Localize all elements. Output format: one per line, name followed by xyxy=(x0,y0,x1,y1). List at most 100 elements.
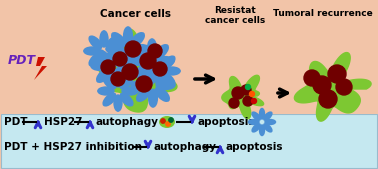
Circle shape xyxy=(336,79,352,95)
Text: HSP27: HSP27 xyxy=(44,117,82,127)
Ellipse shape xyxy=(115,49,130,64)
Ellipse shape xyxy=(130,80,149,90)
Ellipse shape xyxy=(123,26,133,45)
Ellipse shape xyxy=(148,89,158,108)
Bar xyxy=(0,0,378,114)
Ellipse shape xyxy=(111,32,126,47)
Ellipse shape xyxy=(136,68,151,83)
Ellipse shape xyxy=(132,44,151,54)
Ellipse shape xyxy=(129,56,149,66)
Ellipse shape xyxy=(113,94,123,112)
Ellipse shape xyxy=(108,43,118,62)
Circle shape xyxy=(243,96,253,106)
Circle shape xyxy=(125,41,141,57)
Ellipse shape xyxy=(144,55,158,69)
Ellipse shape xyxy=(259,108,265,120)
Ellipse shape xyxy=(99,54,109,72)
Ellipse shape xyxy=(156,80,176,90)
Ellipse shape xyxy=(264,119,276,125)
Ellipse shape xyxy=(130,51,145,66)
Circle shape xyxy=(153,62,167,76)
Ellipse shape xyxy=(155,87,170,102)
Ellipse shape xyxy=(119,75,133,90)
Ellipse shape xyxy=(99,30,109,48)
Ellipse shape xyxy=(148,62,158,81)
Text: autophagy: autophagy xyxy=(154,142,217,152)
Ellipse shape xyxy=(153,63,169,78)
Bar xyxy=(1,114,377,168)
Text: autophagy: autophagy xyxy=(96,117,159,127)
Ellipse shape xyxy=(263,123,273,133)
Ellipse shape xyxy=(155,74,165,92)
Text: PDT: PDT xyxy=(4,117,28,127)
Ellipse shape xyxy=(135,44,150,59)
Ellipse shape xyxy=(161,55,176,69)
Ellipse shape xyxy=(251,111,261,121)
Ellipse shape xyxy=(163,66,181,76)
Ellipse shape xyxy=(107,46,125,56)
Ellipse shape xyxy=(259,124,265,136)
Circle shape xyxy=(113,52,127,66)
Ellipse shape xyxy=(88,35,102,50)
Ellipse shape xyxy=(161,73,176,87)
Circle shape xyxy=(169,118,173,122)
Circle shape xyxy=(319,90,337,108)
Polygon shape xyxy=(222,75,263,119)
Ellipse shape xyxy=(108,70,118,89)
Polygon shape xyxy=(34,57,47,80)
Text: apoptosis: apoptosis xyxy=(226,142,284,152)
Ellipse shape xyxy=(155,68,170,83)
Circle shape xyxy=(251,99,257,103)
Ellipse shape xyxy=(159,116,175,128)
Ellipse shape xyxy=(135,63,150,78)
Text: apoptosis: apoptosis xyxy=(198,117,256,127)
Circle shape xyxy=(232,87,244,99)
Circle shape xyxy=(148,44,162,58)
Ellipse shape xyxy=(130,32,145,47)
Ellipse shape xyxy=(116,61,136,71)
Circle shape xyxy=(249,91,254,96)
Circle shape xyxy=(166,122,170,126)
Ellipse shape xyxy=(248,119,260,125)
Ellipse shape xyxy=(96,49,112,64)
Text: PDT + HSP27 inhibition: PDT + HSP27 inhibition xyxy=(4,142,142,152)
Text: Resistat
cancer cells: Resistat cancer cells xyxy=(205,6,265,25)
Ellipse shape xyxy=(105,35,119,50)
Ellipse shape xyxy=(119,92,133,107)
Polygon shape xyxy=(98,29,177,112)
Ellipse shape xyxy=(83,46,101,56)
Ellipse shape xyxy=(123,53,133,72)
Ellipse shape xyxy=(113,70,123,88)
Circle shape xyxy=(161,119,165,123)
Ellipse shape xyxy=(147,38,157,57)
Circle shape xyxy=(101,60,115,74)
Ellipse shape xyxy=(105,53,119,67)
Circle shape xyxy=(328,65,346,83)
Circle shape xyxy=(304,70,320,86)
Polygon shape xyxy=(294,53,371,121)
Ellipse shape xyxy=(102,92,116,107)
Ellipse shape xyxy=(136,87,151,102)
Ellipse shape xyxy=(88,53,102,67)
Ellipse shape xyxy=(263,111,273,121)
Ellipse shape xyxy=(105,44,124,54)
Ellipse shape xyxy=(121,86,139,96)
Ellipse shape xyxy=(147,65,157,84)
Circle shape xyxy=(122,64,138,80)
Ellipse shape xyxy=(96,68,112,83)
Circle shape xyxy=(313,76,331,94)
Ellipse shape xyxy=(251,123,261,133)
Circle shape xyxy=(136,76,152,92)
Ellipse shape xyxy=(156,56,175,66)
Circle shape xyxy=(111,72,125,86)
Text: Tumoral recurrence: Tumoral recurrence xyxy=(273,9,373,18)
Text: PDT: PDT xyxy=(8,54,36,67)
Ellipse shape xyxy=(155,50,165,68)
Ellipse shape xyxy=(144,73,158,87)
Ellipse shape xyxy=(90,61,109,71)
Circle shape xyxy=(229,98,239,108)
Circle shape xyxy=(245,84,251,90)
Ellipse shape xyxy=(97,86,115,96)
Ellipse shape xyxy=(102,75,116,90)
Ellipse shape xyxy=(139,66,157,76)
